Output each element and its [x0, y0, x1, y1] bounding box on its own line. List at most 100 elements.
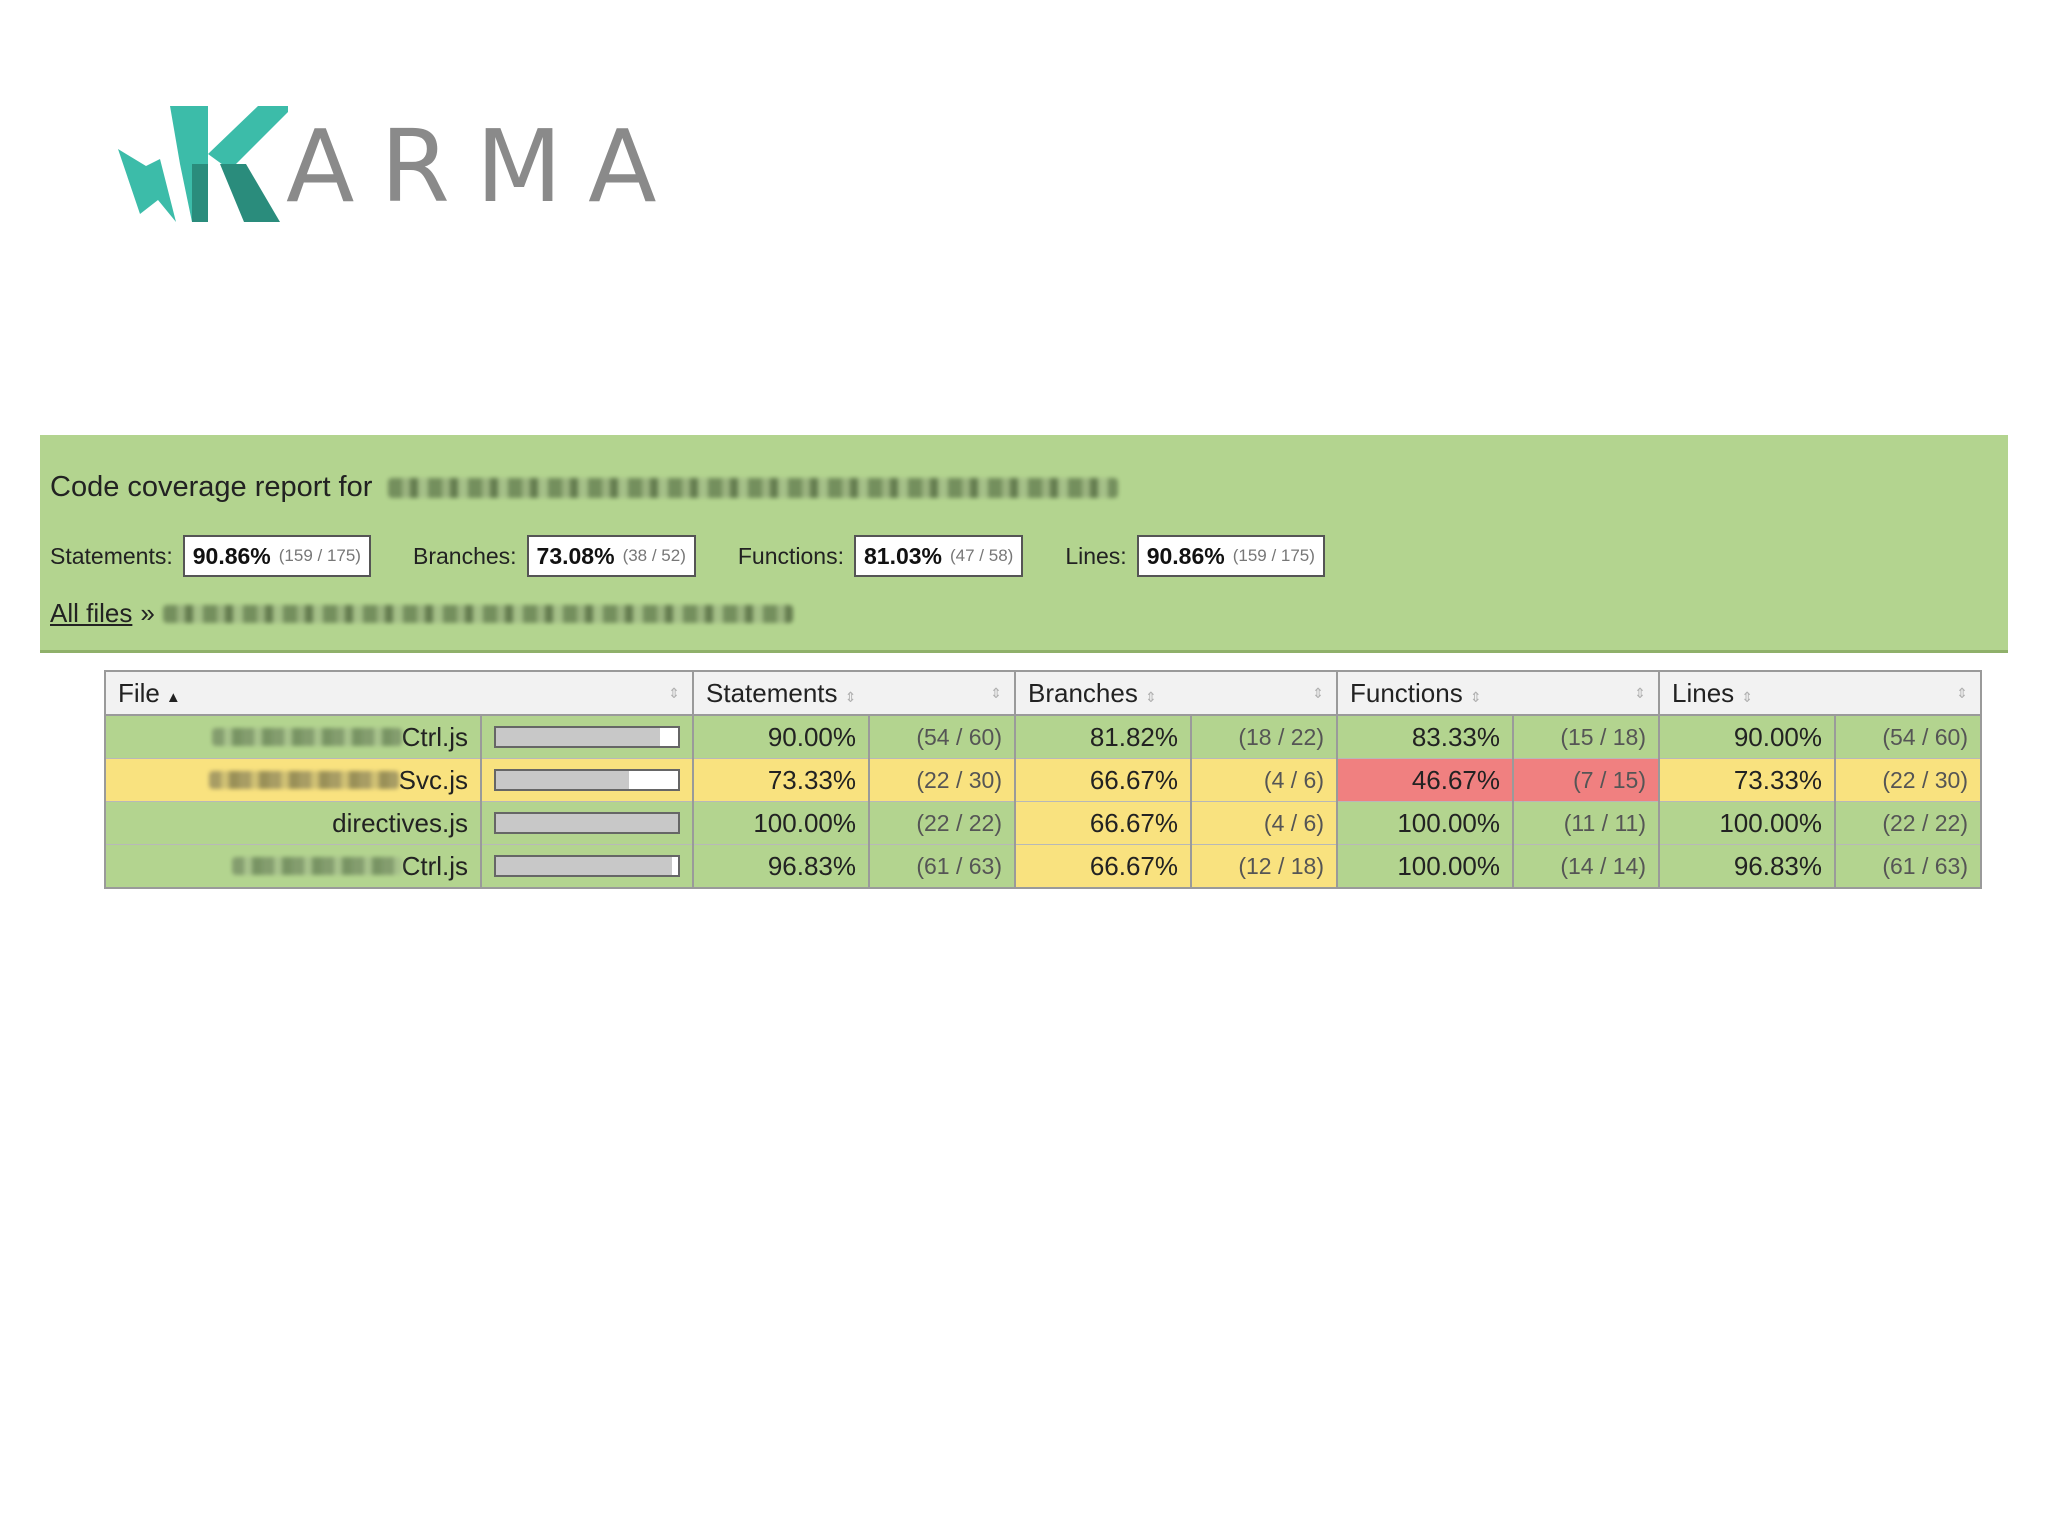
- statements-frac: (54 / 60): [869, 715, 1016, 759]
- report-header: Code coverage report for Statements: 90.…: [40, 435, 2008, 653]
- summary-statements-label: Statements:: [50, 542, 173, 569]
- karma-logo: ARMA: [118, 104, 657, 234]
- file-cell[interactable]: Ctrl.js: [105, 715, 482, 759]
- branches-column-header[interactable]: Branches ⇕ ⇕: [1014, 670, 1338, 716]
- sort-icon: ⇕: [1469, 688, 1482, 705]
- file-column-header[interactable]: File ▲ ⇕: [104, 670, 694, 716]
- sort-icon: ⇕: [990, 684, 1002, 701]
- summary-lines-frac: (159 / 175): [1232, 546, 1315, 565]
- file-name[interactable]: directives.js: [332, 807, 468, 838]
- coverage-bar-cell: [481, 758, 694, 802]
- file-cell[interactable]: Svc.js: [105, 758, 482, 802]
- coverage-bar: [494, 855, 680, 877]
- coverage-bar-cell: [481, 801, 694, 845]
- statements-frac: (22 / 30): [869, 758, 1016, 802]
- lines-column-header[interactable]: Lines ⇕ ⇕: [1658, 670, 1982, 716]
- coverage-bar: [494, 812, 680, 834]
- table-row: Ctrl.js 96.83% (61 / 63) 66.67% (12 / 18) 100…: [105, 844, 1982, 889]
- coverage-bar-fill: [496, 771, 630, 789]
- functions-frac: (15 / 18): [1513, 715, 1660, 759]
- summary-branches-label: Branches:: [412, 542, 517, 569]
- functions-header-label: Functions: [1350, 677, 1463, 708]
- statements-pct: 96.83%: [693, 844, 870, 889]
- summary-branches-pct: 73.08%: [536, 542, 615, 569]
- branches-frac: (12 / 18): [1191, 844, 1338, 889]
- functions-column-header[interactable]: Functions ⇕ ⇕: [1336, 670, 1660, 716]
- table-row: Ctrl.js 90.00% (54 / 60) 81.82% (18 / 22) 83.…: [105, 715, 1982, 759]
- file-name-redacted: [231, 857, 402, 875]
- sort-icon: ⇕: [1145, 688, 1157, 705]
- functions-frac: (11 / 11): [1513, 801, 1660, 845]
- report-title: Code coverage report for: [50, 471, 1119, 504]
- table-header-row: File ▲ ⇕ Statements ⇕ ⇕ Branches ⇕ ⇕ Functi…: [104, 670, 1982, 716]
- branches-frac: (4 / 6): [1191, 801, 1338, 845]
- breadcrumb-path-redacted: [162, 604, 793, 623]
- functions-frac: (14 / 14): [1513, 844, 1660, 889]
- functions-pct: 100.00%: [1337, 844, 1514, 889]
- coverage-bar-fill: [496, 728, 660, 746]
- sort-icon: ⇕: [1634, 684, 1646, 701]
- branches-pct: 66.67%: [1015, 801, 1192, 845]
- branches-pct: 81.82%: [1015, 715, 1192, 759]
- branches-frac: (4 / 6): [1191, 758, 1338, 802]
- summary-lines-pct: 90.86%: [1146, 542, 1225, 569]
- sort-ascending-icon: ▲: [165, 688, 181, 706]
- statements-header-label: Statements: [706, 677, 838, 708]
- sort-icon: ⇕: [668, 684, 680, 701]
- breadcrumb: All files »: [50, 598, 793, 629]
- summary-statements-frac: (159 / 175): [278, 546, 361, 565]
- statements-pct: 73.33%: [693, 758, 870, 802]
- statements-pct: 90.00%: [693, 715, 870, 759]
- coverage-summary: Statements: 90.86% (159 / 175) Branches:…: [50, 533, 1367, 579]
- summary-lines-box: 90.86% (159 / 175): [1136, 535, 1325, 577]
- summary-branches-frac: (38 / 52): [622, 546, 686, 565]
- lines-header-label: Lines: [1672, 677, 1735, 708]
- summary-functions-label: Functions:: [737, 542, 844, 569]
- summary-statements-pct: 90.86%: [192, 542, 271, 569]
- functions-frac: (7 / 15): [1513, 758, 1660, 802]
- report-title-prefix: Code coverage report for: [50, 471, 373, 503]
- table-row: directives.js 100.00% (22 / 22) 66.67% (4 / …: [105, 801, 1982, 845]
- karma-logo-mark: [118, 106, 288, 222]
- file-name-redacted: [208, 771, 399, 789]
- functions-pct: 100.00%: [1337, 801, 1514, 845]
- coverage-bar-cell: [481, 715, 694, 759]
- statements-column-header[interactable]: Statements ⇕ ⇕: [692, 670, 1016, 716]
- sort-icon: ⇕: [1956, 684, 1968, 701]
- file-name[interactable]: Ctrl.js: [401, 721, 468, 752]
- lines-pct: 73.33%: [1659, 758, 1836, 802]
- logo-wordmark: ARMA: [286, 108, 683, 225]
- summary-functions-pct: 81.03%: [863, 542, 942, 569]
- summary-functions-frac: (47 / 58): [950, 546, 1014, 565]
- lines-pct: 90.00%: [1659, 715, 1836, 759]
- file-name[interactable]: Svc.js: [398, 764, 468, 795]
- functions-pct: 83.33%: [1337, 715, 1514, 759]
- coverage-bar-fill: [496, 814, 678, 832]
- branches-header-label: Branches: [1028, 677, 1138, 708]
- all-files-link[interactable]: All files: [50, 598, 133, 628]
- summary-lines-label: Lines:: [1065, 542, 1127, 569]
- statements-frac: (61 / 63): [869, 844, 1016, 889]
- functions-pct: 46.67%: [1337, 758, 1514, 802]
- file-cell[interactable]: directives.js: [105, 801, 482, 845]
- summary-statements-box: 90.86% (159 / 175): [182, 535, 371, 577]
- summary-functions-box: 81.03% (47 / 58): [853, 535, 1024, 577]
- coverage-bar: [494, 726, 680, 748]
- table-row: Svc.js 73.33% (22 / 30) 66.67% (4 / 6) 46.67%…: [105, 758, 1982, 802]
- lines-pct: 96.83%: [1659, 844, 1836, 889]
- report-path-redacted: [388, 478, 1119, 499]
- sort-icon: ⇕: [1741, 688, 1754, 705]
- lines-frac: (22 / 30): [1835, 758, 1982, 802]
- lines-frac: (54 / 60): [1835, 715, 1982, 759]
- sort-icon: ⇕: [844, 688, 857, 705]
- breadcrumb-separator: »: [140, 598, 155, 628]
- coverage-bar: [494, 769, 680, 791]
- sort-icon: ⇕: [1312, 684, 1324, 701]
- branches-pct: 66.67%: [1015, 758, 1192, 802]
- branches-pct: 66.67%: [1015, 844, 1192, 889]
- branches-frac: (18 / 22): [1191, 715, 1338, 759]
- file-cell[interactable]: Ctrl.js: [105, 844, 482, 889]
- file-name[interactable]: Ctrl.js: [401, 850, 468, 881]
- statements-frac: (22 / 22): [869, 801, 1016, 845]
- summary-branches-box: 73.08% (38 / 52): [526, 535, 696, 577]
